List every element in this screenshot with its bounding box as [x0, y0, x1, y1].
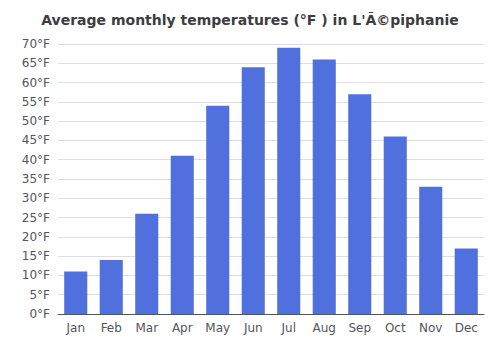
- svg-text:Mar: Mar: [135, 321, 158, 335]
- svg-text:10°F: 10°F: [22, 268, 50, 282]
- svg-text:20°F: 20°F: [22, 230, 50, 244]
- svg-text:60°F: 60°F: [22, 76, 50, 90]
- svg-text:45°F: 45°F: [22, 133, 50, 147]
- svg-text:Oct: Oct: [385, 321, 406, 335]
- svg-text:Aug: Aug: [313, 321, 336, 335]
- svg-text:Feb: Feb: [101, 321, 122, 335]
- svg-text:40°F: 40°F: [22, 153, 50, 167]
- svg-text:Dec: Dec: [455, 321, 478, 335]
- svg-text:70°F: 70°F: [22, 37, 50, 51]
- svg-text:Jan: Jan: [66, 321, 86, 335]
- svg-text:65°F: 65°F: [22, 56, 50, 70]
- svg-text:May: May: [205, 321, 230, 335]
- svg-text:25°F: 25°F: [22, 211, 50, 225]
- svg-text:Sep: Sep: [348, 321, 371, 335]
- svg-text:Jul: Jul: [281, 321, 296, 335]
- svg-text:35°F: 35°F: [22, 172, 50, 186]
- svg-text:Nov: Nov: [419, 321, 442, 335]
- svg-text:55°F: 55°F: [22, 95, 50, 109]
- svg-text:0°F: 0°F: [29, 307, 50, 321]
- svg-text:50°F: 50°F: [22, 114, 50, 128]
- svg-text:30°F: 30°F: [22, 191, 50, 205]
- svg-text:Jun: Jun: [243, 321, 263, 335]
- svg-text:15°F: 15°F: [22, 249, 50, 263]
- svg-text:5°F: 5°F: [29, 288, 50, 302]
- svg-text:Average monthly temperatures (: Average monthly temperatures (°F ) in L'…: [41, 12, 459, 28]
- svg-text:Apr: Apr: [172, 321, 193, 335]
